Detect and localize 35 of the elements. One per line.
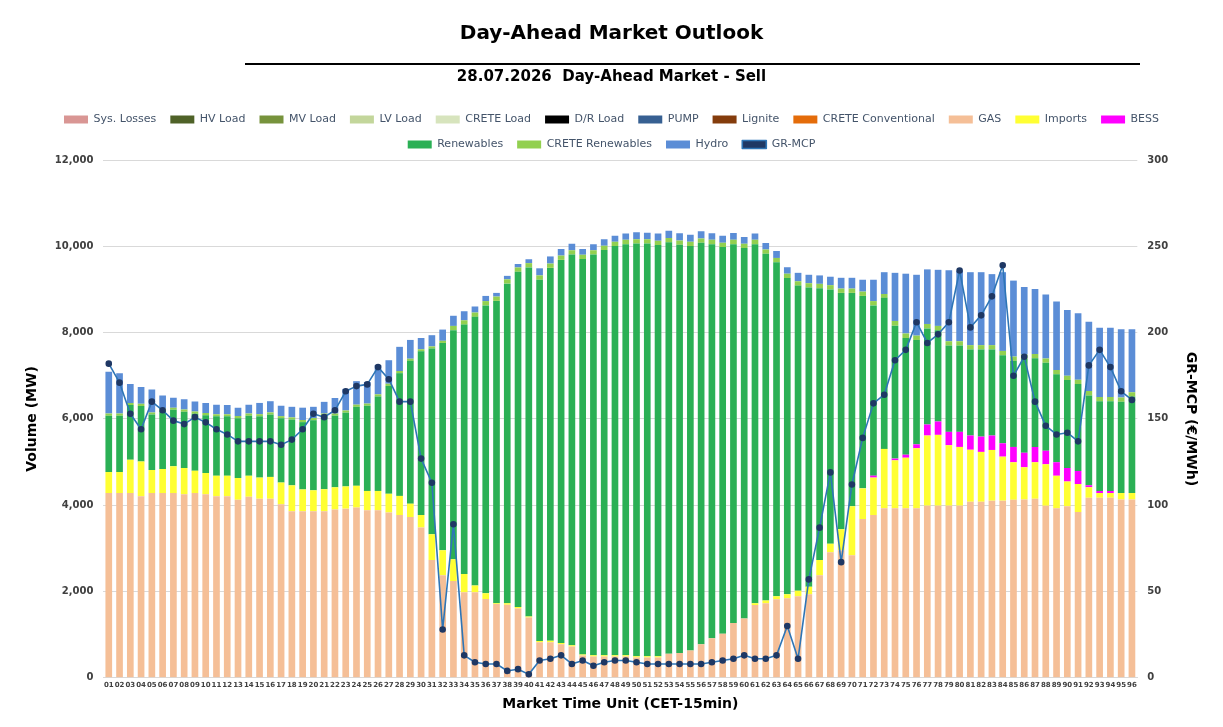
legend-label: HV Load <box>199 112 246 126</box>
y-tick-label: 0 <box>86 671 94 683</box>
x-axis-title: Market Time Unit (CET-15min) <box>502 695 739 712</box>
y-tick-label: 6,000 <box>61 412 94 424</box>
y-tick-label: 10,000 <box>54 239 94 251</box>
y2-tick-label: 250 <box>1147 239 1169 251</box>
y-tick-label: 8,000 <box>61 326 94 338</box>
legend-label: LV Load <box>379 112 422 126</box>
y2-tick-label: 200 <box>1147 326 1169 338</box>
y2-tick-label: 150 <box>1147 412 1169 424</box>
y2-tick-label: 0 <box>1147 671 1155 683</box>
y-tick-label: 12,000 <box>54 153 94 165</box>
legend-label: BESS <box>1130 112 1160 126</box>
legend-label: CRETE Renewables <box>546 137 653 151</box>
y2-tick-label: 50 <box>1147 585 1162 597</box>
legend-label: MV Load <box>289 112 336 126</box>
y-tick-label: 4,000 <box>61 498 94 510</box>
legend-label: GAS <box>978 112 1002 126</box>
legend-label: GR-MCP <box>771 137 816 151</box>
chart-subtitle: 28.07.2026 Day-Ahead Market - Sell <box>456 66 767 85</box>
legend-label: Hydro <box>695 137 729 151</box>
legend-label: CRETE Load <box>465 112 532 126</box>
legend-label: PUMP <box>667 112 699 126</box>
y2-axis-title: GR-MCP (€/MWh) <box>1183 351 1200 487</box>
legend-label: Lignite <box>742 112 780 126</box>
y-axis-title: Volume (MW) <box>23 366 40 472</box>
legend-label: D/R Load <box>574 112 625 126</box>
legend-label: Sys. Losses <box>93 112 157 126</box>
y2-tick-label: 300 <box>1147 153 1169 165</box>
y2-tick-label: 100 <box>1147 498 1169 510</box>
y-tick-label: 2,000 <box>61 585 94 597</box>
legend-label: CRETE Conventional <box>822 112 935 126</box>
legend-label: Renewables <box>437 137 504 151</box>
chart-title: Day-Ahead Market Outlook <box>459 20 764 45</box>
legend-label: Imports <box>1044 112 1088 126</box>
